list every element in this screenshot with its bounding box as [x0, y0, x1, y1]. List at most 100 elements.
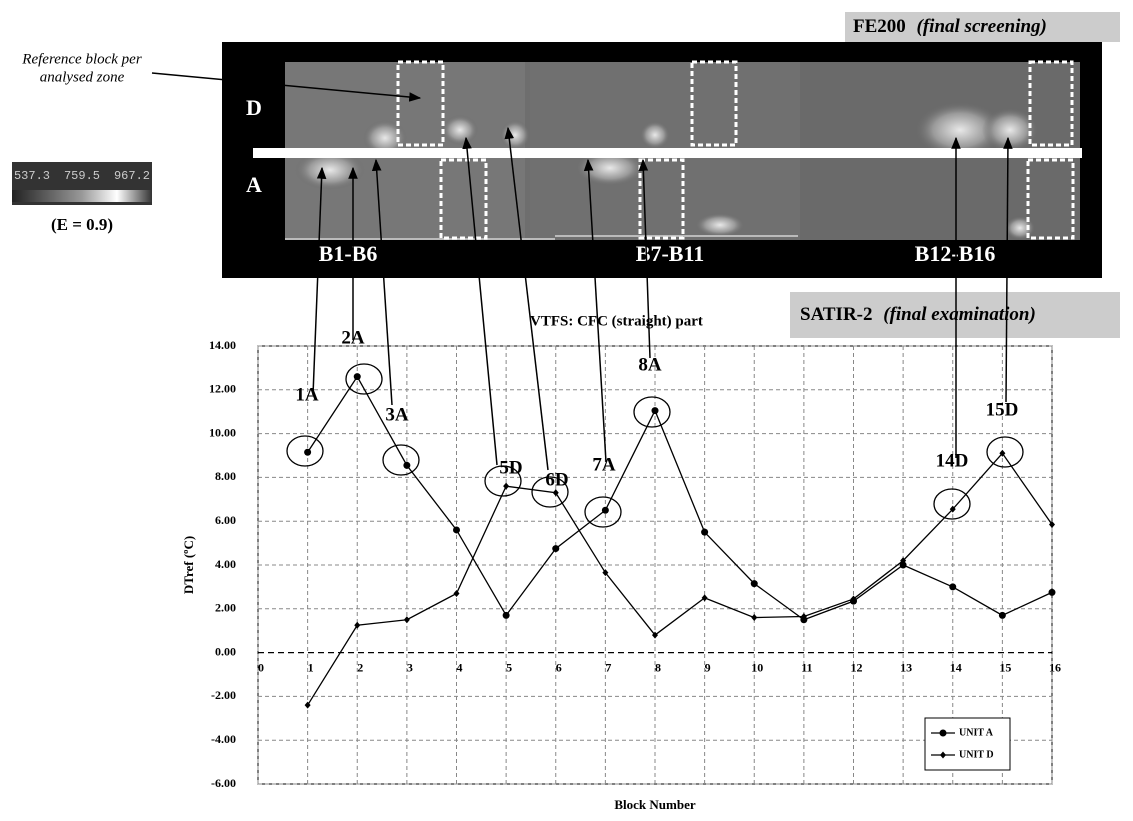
annotation-label: 14D [936, 450, 969, 471]
point [602, 569, 609, 577]
point [751, 614, 758, 622]
point [998, 611, 1006, 619]
y-tick-label: 4.00 [215, 557, 236, 571]
point [354, 621, 361, 629]
reference-note: Reference block per [21, 51, 142, 67]
annotation-circle [484, 465, 522, 497]
point [304, 448, 312, 456]
point [503, 482, 510, 490]
legend-box [924, 717, 1011, 771]
x-tick-label: 7 [605, 660, 611, 674]
x-tick-label: 8 [655, 660, 661, 674]
arrow [151, 72, 422, 102]
point [403, 616, 410, 624]
annotation-label: 3A [385, 404, 409, 425]
fe200-name: FE200 [853, 16, 906, 37]
point [651, 407, 659, 415]
point [552, 489, 559, 497]
point [304, 701, 311, 709]
row-label: A [246, 172, 262, 197]
point [850, 595, 857, 603]
annotation-circle [531, 476, 569, 508]
y-tick-label: -4.00 [211, 732, 236, 746]
point [750, 580, 758, 588]
annotation-label: 8A [638, 354, 662, 375]
legend-marker [940, 751, 946, 759]
vtfs-note: VTFS: CFC (straight) part [530, 313, 703, 329]
point [453, 526, 460, 534]
annotation-circle [345, 363, 383, 395]
y-tick-label: 0.00 [215, 644, 236, 658]
satir-label: SATIR-2 (final examination) [800, 304, 1036, 325]
point [1049, 520, 1055, 528]
colorbar-label: 967.2 [114, 169, 150, 183]
legend-marker [939, 729, 947, 737]
series-line [307, 375, 1053, 621]
label-box [790, 292, 1120, 338]
colorbar-label: 537.3 [14, 169, 50, 183]
annotation-label: 15D [986, 399, 1019, 420]
series-line [307, 452, 1053, 706]
arrows [312, 126, 1013, 471]
annotation-circle [633, 396, 671, 428]
annotation-circle [986, 436, 1024, 468]
y-tick-label: 2.00 [215, 601, 236, 615]
annotation-label: 5D [499, 457, 522, 478]
point [552, 545, 560, 553]
colorbar-label: 759.5 [64, 169, 100, 183]
x-tick-label: 10 [751, 660, 763, 674]
y-tick-label: 14.00 [209, 338, 236, 352]
point [701, 594, 708, 602]
y-tick-label: -2.00 [211, 688, 236, 702]
annotation-circle [286, 435, 324, 467]
annotation-label: 7A [592, 454, 616, 475]
fe200-label: FE200 (final screening) [853, 16, 1047, 37]
point [453, 589, 460, 597]
satir-note: (final examination) [883, 304, 1036, 325]
label-box [845, 12, 1120, 42]
y-tick-label: 10.00 [209, 425, 236, 439]
point [899, 561, 907, 569]
emissivity: (E = 0.9) [51, 215, 113, 234]
legend-label: UNIT D [959, 749, 994, 760]
point [403, 461, 411, 469]
x-tick-label: 4 [457, 660, 463, 674]
x-tick-label: 6 [556, 660, 562, 674]
point [1048, 588, 1056, 596]
point [652, 631, 658, 639]
zone-label: B1-B6 [319, 241, 378, 266]
annotation-circle [382, 444, 420, 476]
point [999, 449, 1006, 457]
y-tick-label: 8.00 [215, 469, 236, 483]
point [949, 583, 957, 591]
x-tick-label: 16 [1049, 660, 1061, 674]
point [601, 506, 609, 514]
y-tick-label: -6.00 [211, 776, 236, 790]
reference-note: analysed zone [40, 69, 125, 85]
point [353, 373, 361, 381]
annotation-label: 6D [545, 469, 568, 490]
colorbar: 537.3 759.5 967.2 [12, 162, 152, 205]
annotation-circle [584, 496, 622, 528]
y-axis-label: DTref (ºC) [181, 536, 196, 594]
plot: 0 1 2 3 4 5 6 7 8 9 10 11 12 13 14 15 16-6.00-4.00-2.000… [181, 327, 1061, 812]
annotation-circle [933, 488, 971, 520]
satir-name: SATIR-2 [800, 304, 873, 325]
row-label: D [246, 95, 262, 120]
point [502, 611, 510, 619]
y-tick-label: 6.00 [215, 513, 236, 527]
thermal-image: D A B1-B6 B7-B11 B12-B16 [222, 42, 1102, 278]
x-tick-label: 13 [900, 660, 912, 674]
x-tick-label: 3 [407, 660, 413, 674]
fe200-note: (final screening) [917, 16, 1047, 37]
y-tick-label: 12.00 [209, 382, 236, 396]
x-tick-label: 5 [506, 660, 512, 674]
x-axis-label: Block Number [614, 797, 695, 812]
point [800, 612, 807, 620]
x-tick-label: 0 [258, 660, 264, 674]
x-tick-label: 2 [357, 660, 363, 674]
annotation-label: 1A [295, 384, 319, 405]
point [900, 557, 907, 565]
legend-label: UNIT A [959, 727, 994, 738]
